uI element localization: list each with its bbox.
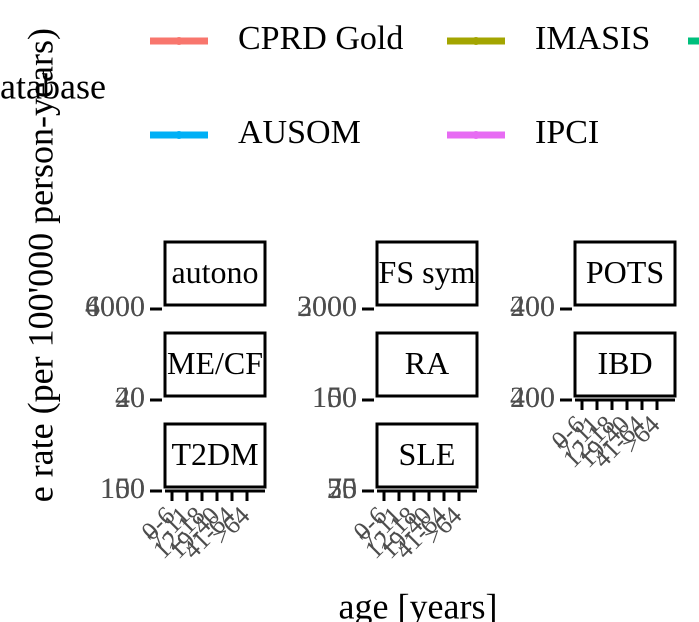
- y-tick-label: 200: [510, 290, 555, 323]
- legend-label: IMASIS: [535, 20, 650, 57]
- legend-key-point: [472, 131, 480, 139]
- y-tick-label: 20: [115, 381, 145, 414]
- strip-label: SLE: [399, 436, 456, 472]
- legend-key-point: [175, 131, 183, 139]
- strip: [375, 422, 479, 489]
- y-tick-label: 75: [327, 472, 357, 505]
- strip-label: FS sym: [379, 254, 476, 290]
- strip: [375, 331, 479, 398]
- y-tick-label: 400: [510, 290, 555, 323]
- y-tick-label: 6000: [85, 290, 145, 323]
- strip-label: IBD: [597, 345, 652, 381]
- strip: [375, 240, 479, 307]
- y-tick-label: 150: [100, 472, 145, 505]
- y-axis-title: e rate (per 100'000 person-years): [20, 28, 60, 502]
- legend-label: AUSOM: [238, 114, 361, 151]
- legend-key-point: [472, 37, 480, 45]
- strip-label: autono: [171, 254, 258, 290]
- x-axis-title: age [years]: [339, 586, 498, 622]
- strip: [573, 240, 677, 307]
- y-tick-label: 400: [510, 381, 555, 414]
- y-tick-label: 100: [100, 472, 145, 505]
- strip: [163, 331, 267, 398]
- legend-key-point: [175, 37, 183, 45]
- y-tick-label: 25: [327, 472, 357, 505]
- strip-label: T2DM: [171, 436, 258, 472]
- legend-label: CPRD Gold: [238, 20, 403, 57]
- y-tick-label: 3000: [297, 290, 357, 323]
- strip-label: RA: [405, 345, 449, 381]
- strip: [163, 240, 267, 307]
- legend-label: IPCI: [535, 114, 599, 151]
- y-tick-label: 150: [312, 381, 357, 414]
- y-tick-label: 40: [115, 381, 145, 414]
- strip-label: ME/CF: [167, 345, 263, 381]
- strip: [573, 331, 677, 398]
- y-tick-label: 2000: [297, 290, 357, 323]
- y-tick-label: 100: [312, 381, 357, 414]
- y-tick-label: 200: [510, 381, 555, 414]
- strip-label: POTS: [586, 254, 664, 290]
- strip: [163, 422, 267, 489]
- y-tick-label: 4000: [85, 290, 145, 323]
- y-tick-label: 50: [327, 472, 357, 505]
- legend-title: atabase: [0, 66, 106, 106]
